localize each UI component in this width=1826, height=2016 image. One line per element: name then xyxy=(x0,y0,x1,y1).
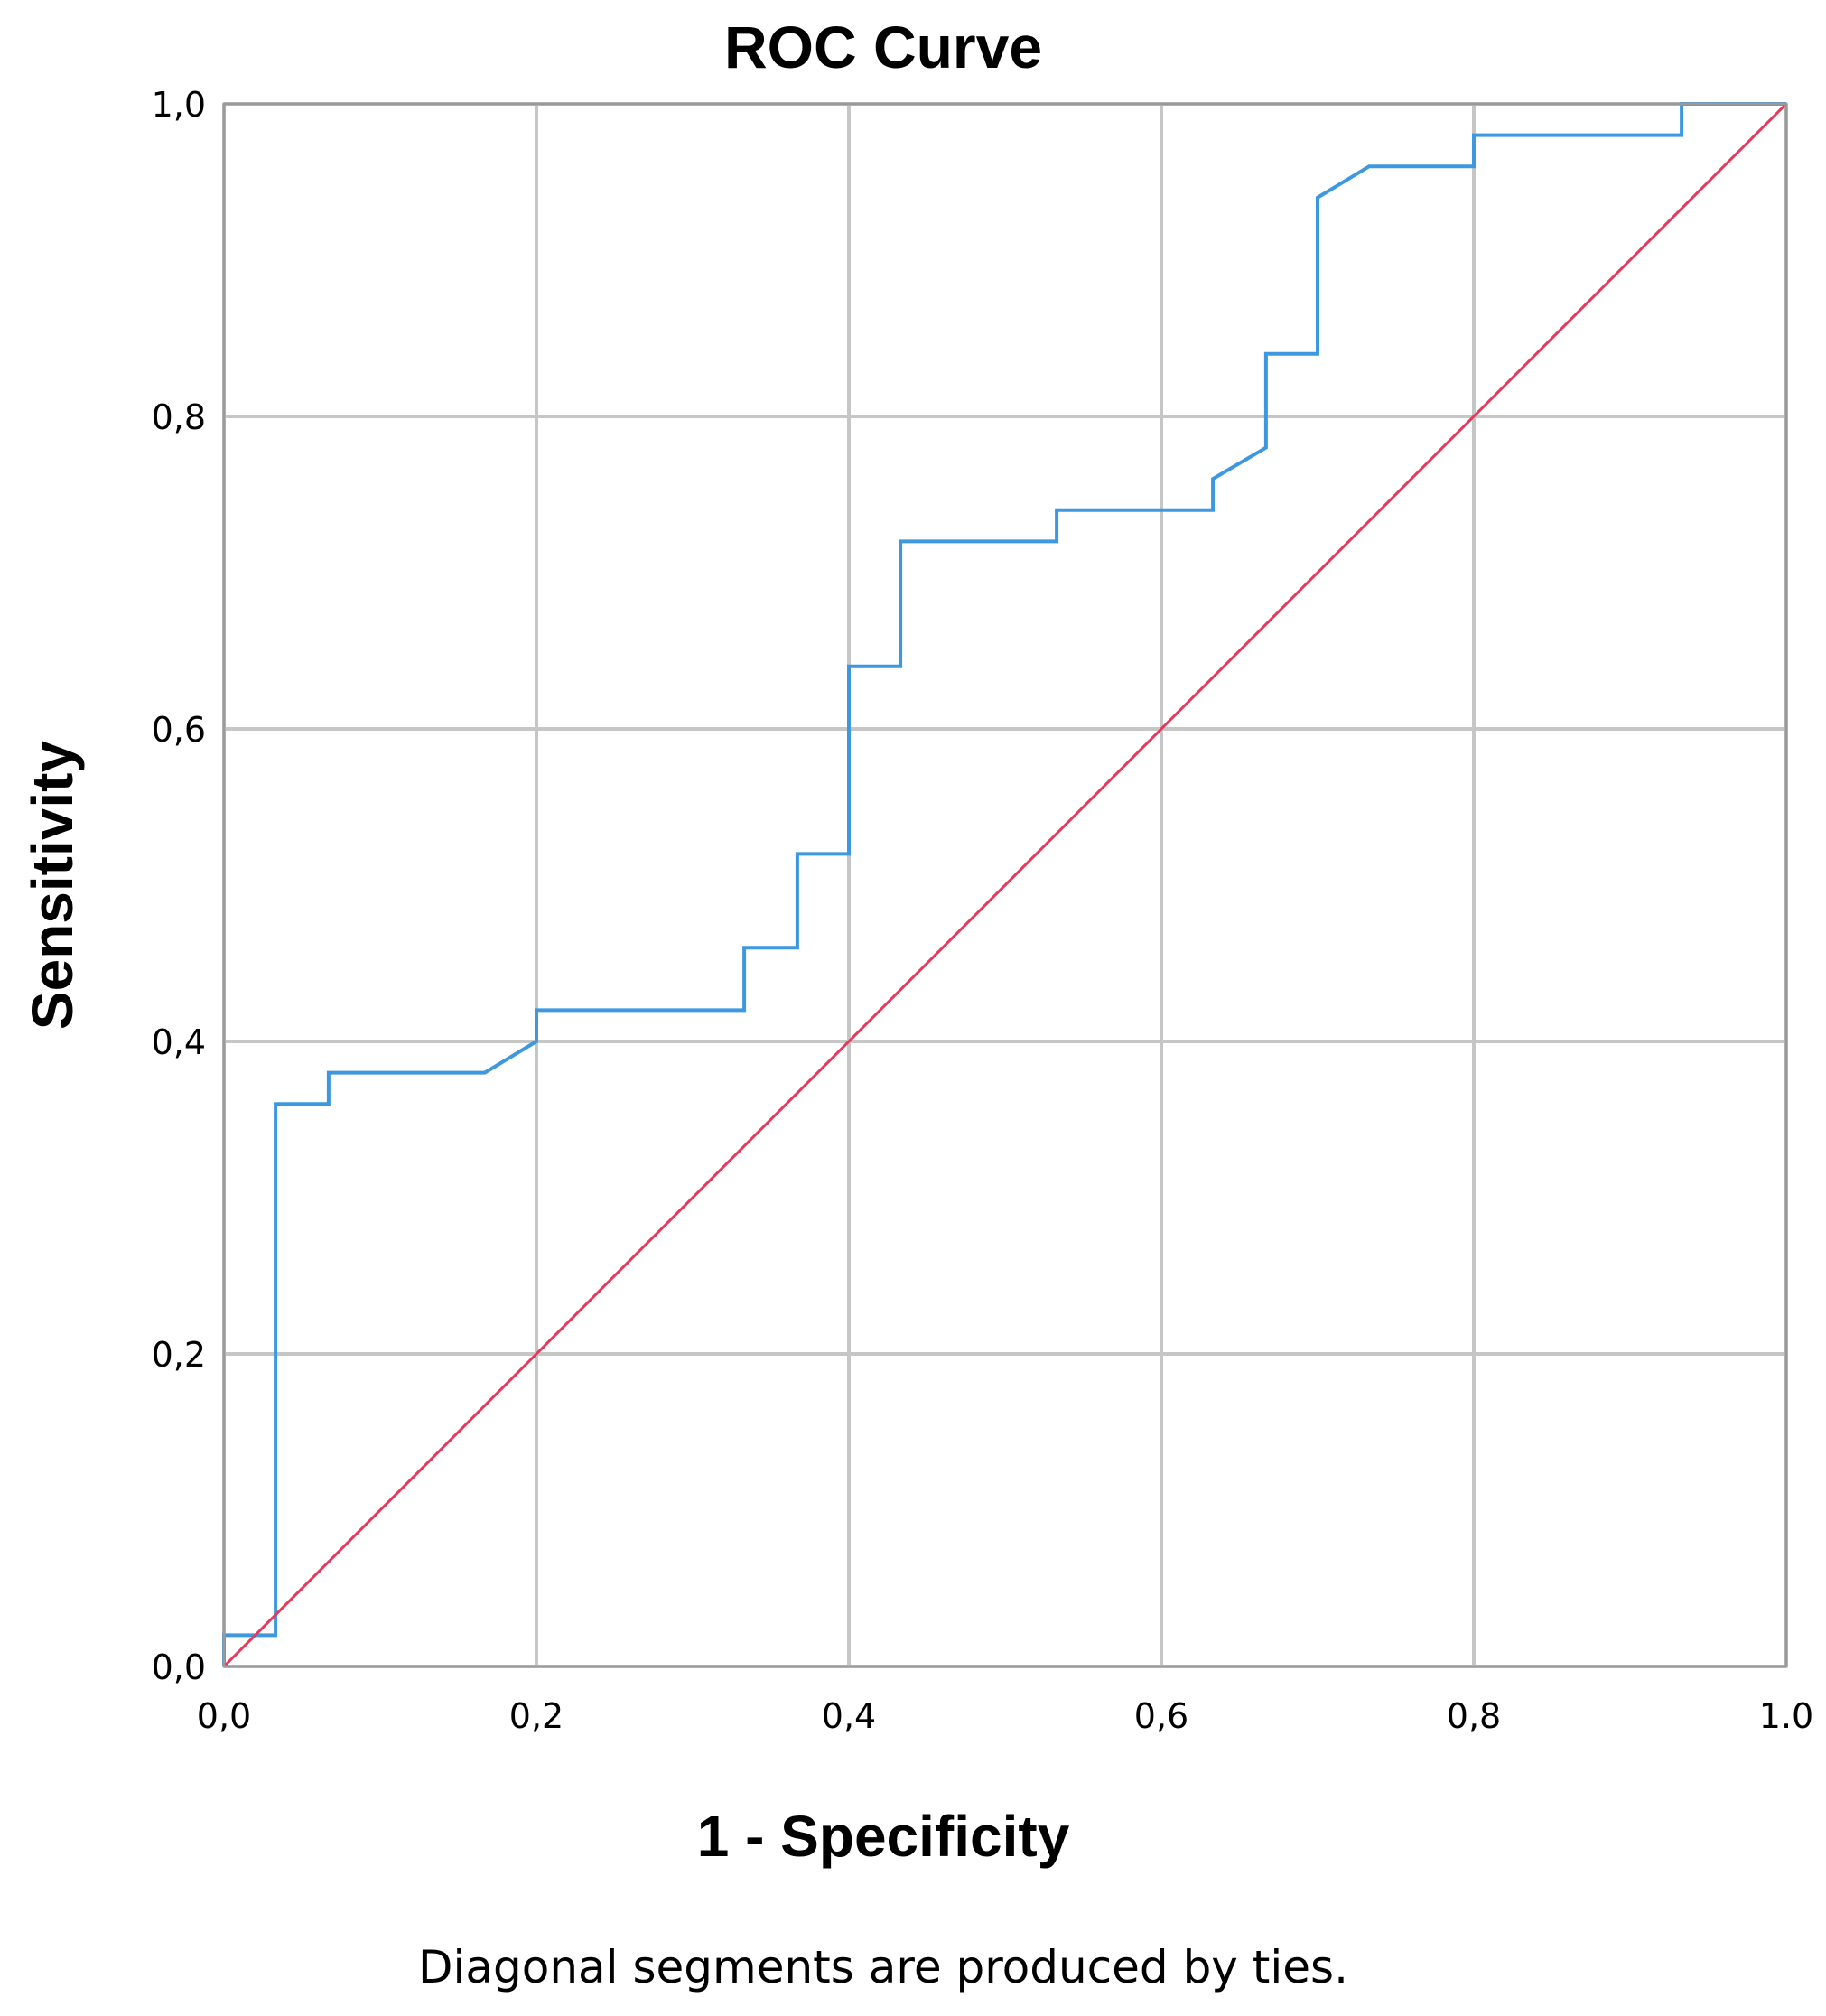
y-tick-label: 0,2 xyxy=(152,1335,206,1375)
y-tick-label: 0,4 xyxy=(152,1022,206,1062)
y-axis-label: Sensitivity xyxy=(20,741,85,1031)
x-axis-label: 1 - Specificity xyxy=(697,1804,1070,1869)
y-tick-label: 0,0 xyxy=(152,1647,206,1687)
x-tick-label: 0,6 xyxy=(1134,1696,1188,1736)
roc-curve-line xyxy=(222,102,1786,1666)
x-tick-label: 0,2 xyxy=(509,1696,564,1736)
series xyxy=(222,102,1788,1668)
x-tick-label: 0,0 xyxy=(197,1696,251,1736)
footnote: Diagonal segments are produced by ties. xyxy=(418,1941,1348,1993)
tick-labels: 0,0 0,2 0,4 0,6 0,8 1.0 0,0 0,2 0,4 0,6 0,8 1,0 xyxy=(152,85,1814,1736)
plot-frame xyxy=(222,102,1788,1668)
reference-diagonal-line xyxy=(222,102,1788,1668)
y-tick-label: 0,6 xyxy=(152,710,206,750)
y-tick-label: 0,8 xyxy=(152,397,206,437)
y-tick-label: 1,0 xyxy=(152,85,206,125)
x-tick-label: 1.0 xyxy=(1759,1696,1813,1736)
x-tick-label: 0,8 xyxy=(1447,1696,1501,1736)
chart-title: ROC Curve xyxy=(724,14,1042,80)
x-tick-label: 0,4 xyxy=(822,1696,876,1736)
